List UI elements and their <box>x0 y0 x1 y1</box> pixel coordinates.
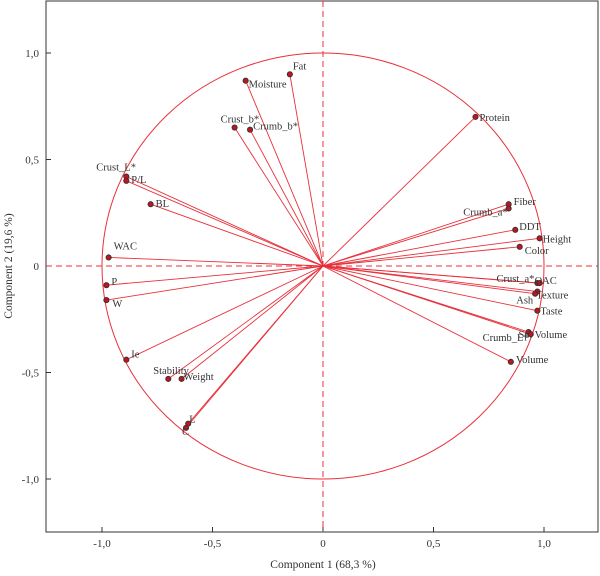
loading-vector <box>249 129 324 267</box>
point-label: Volume <box>516 355 549 366</box>
point-label: BL <box>156 199 169 210</box>
x-tick-label: -0,5 <box>204 538 222 550</box>
loading-point <box>505 205 512 212</box>
point-label: Height <box>543 234 572 245</box>
loading-point <box>532 290 539 297</box>
loading-point <box>185 420 192 427</box>
point-label: Taste <box>540 307 562 318</box>
x-tick-label: 1,0 <box>537 538 551 550</box>
loading-point <box>123 177 130 184</box>
loading-vector <box>322 116 476 267</box>
axis-ticks: -1,0 -0,5 0 0,5 1,0 1,0 0,5 0 -0,5 -1,0 <box>22 48 552 550</box>
loading-point <box>178 375 185 382</box>
x-axis-title: Component 1 (68,3 %) <box>270 559 376 571</box>
point-label: Protein <box>479 113 510 124</box>
y-tick-label: -0,5 <box>22 368 40 380</box>
loading-point <box>103 282 110 289</box>
loading-vector <box>322 246 520 267</box>
y-tick-label: -1,0 <box>22 474 40 486</box>
point-label: Crumb_L* <box>483 333 529 344</box>
y-tick-label: 0,5 <box>25 155 39 167</box>
point-label: Fiber <box>514 197 537 208</box>
loading-vector <box>245 80 324 267</box>
point-label: DDT <box>519 222 541 233</box>
loading-vector <box>322 265 512 363</box>
loading-point <box>536 279 543 287</box>
loading-vector <box>108 257 324 267</box>
point-label: P/L <box>131 175 146 186</box>
point-label: Weight <box>184 372 214 383</box>
loading-vector <box>322 265 538 312</box>
loading-vector <box>126 180 324 267</box>
loading-vectors <box>106 74 540 429</box>
point-labels: Fat Moisture Crust_b*Crumb_b* Crust_L*P/L BL… <box>96 61 571 438</box>
loading-point <box>123 356 130 363</box>
loading-vector <box>322 208 509 267</box>
loading-vector <box>322 265 536 295</box>
loading-vector <box>168 265 324 380</box>
point-label: Sp. Volume <box>519 330 568 341</box>
loading-vector <box>322 265 531 335</box>
point-label: Crust_L* <box>96 163 136 174</box>
loading-vector <box>126 265 324 361</box>
loading-point <box>165 375 172 382</box>
loading-vector <box>106 265 324 301</box>
point-label: L <box>189 415 195 426</box>
point-label: WAC <box>114 241 137 252</box>
point-label: OAC <box>535 276 557 287</box>
loading-vector <box>322 229 516 267</box>
x-tick-label: 0,5 <box>427 538 441 550</box>
point-label: Ash <box>516 296 534 307</box>
loading-point <box>516 243 523 250</box>
point-label: Crumb_b* <box>253 122 298 133</box>
loading-points <box>103 71 543 431</box>
point-label: Crumb_a* <box>463 207 507 218</box>
loading-point <box>247 126 254 133</box>
point-label: Color <box>525 246 549 257</box>
loading-vector <box>322 265 540 284</box>
loading-point <box>507 358 514 365</box>
point-label: C <box>182 427 189 438</box>
loading-vector <box>126 176 324 267</box>
point-label: Moisture <box>249 80 287 91</box>
y-tick-label: 1,0 <box>25 48 39 60</box>
loading-vector <box>181 265 324 380</box>
point-label: P <box>111 277 117 288</box>
loading-point <box>286 71 293 78</box>
loading-vector <box>234 127 324 267</box>
y-tick-label: 0 <box>34 261 40 273</box>
point-label: W <box>112 299 122 310</box>
loading-point <box>103 297 110 304</box>
x-tick-label: -1,0 <box>93 538 111 550</box>
loading-point <box>512 226 519 233</box>
x-tick-label: 0 <box>320 538 326 550</box>
loading-point <box>472 113 479 120</box>
loading-vector <box>322 237 540 267</box>
point-label: Crust_a* <box>496 274 534 285</box>
loading-vector <box>150 203 324 267</box>
y-axis-title: Component 2 (19,6 %) <box>3 213 15 319</box>
loading-vector <box>289 74 324 267</box>
loading-vector <box>187 265 324 424</box>
loading-vector <box>106 265 324 286</box>
loading-point <box>536 235 543 242</box>
loading-point <box>534 307 541 314</box>
loading-point <box>147 201 154 208</box>
loading-point <box>527 331 534 338</box>
point-label: Stability <box>153 366 189 377</box>
loading-point <box>231 124 238 131</box>
point-label: Ie <box>131 350 139 361</box>
point-label: Texture <box>536 291 568 302</box>
point-label: Fat <box>293 61 307 72</box>
loading-point <box>242 77 249 84</box>
point-label: Crust_b* <box>221 115 260 126</box>
loading-point <box>105 254 112 261</box>
loading-vector <box>322 203 509 267</box>
